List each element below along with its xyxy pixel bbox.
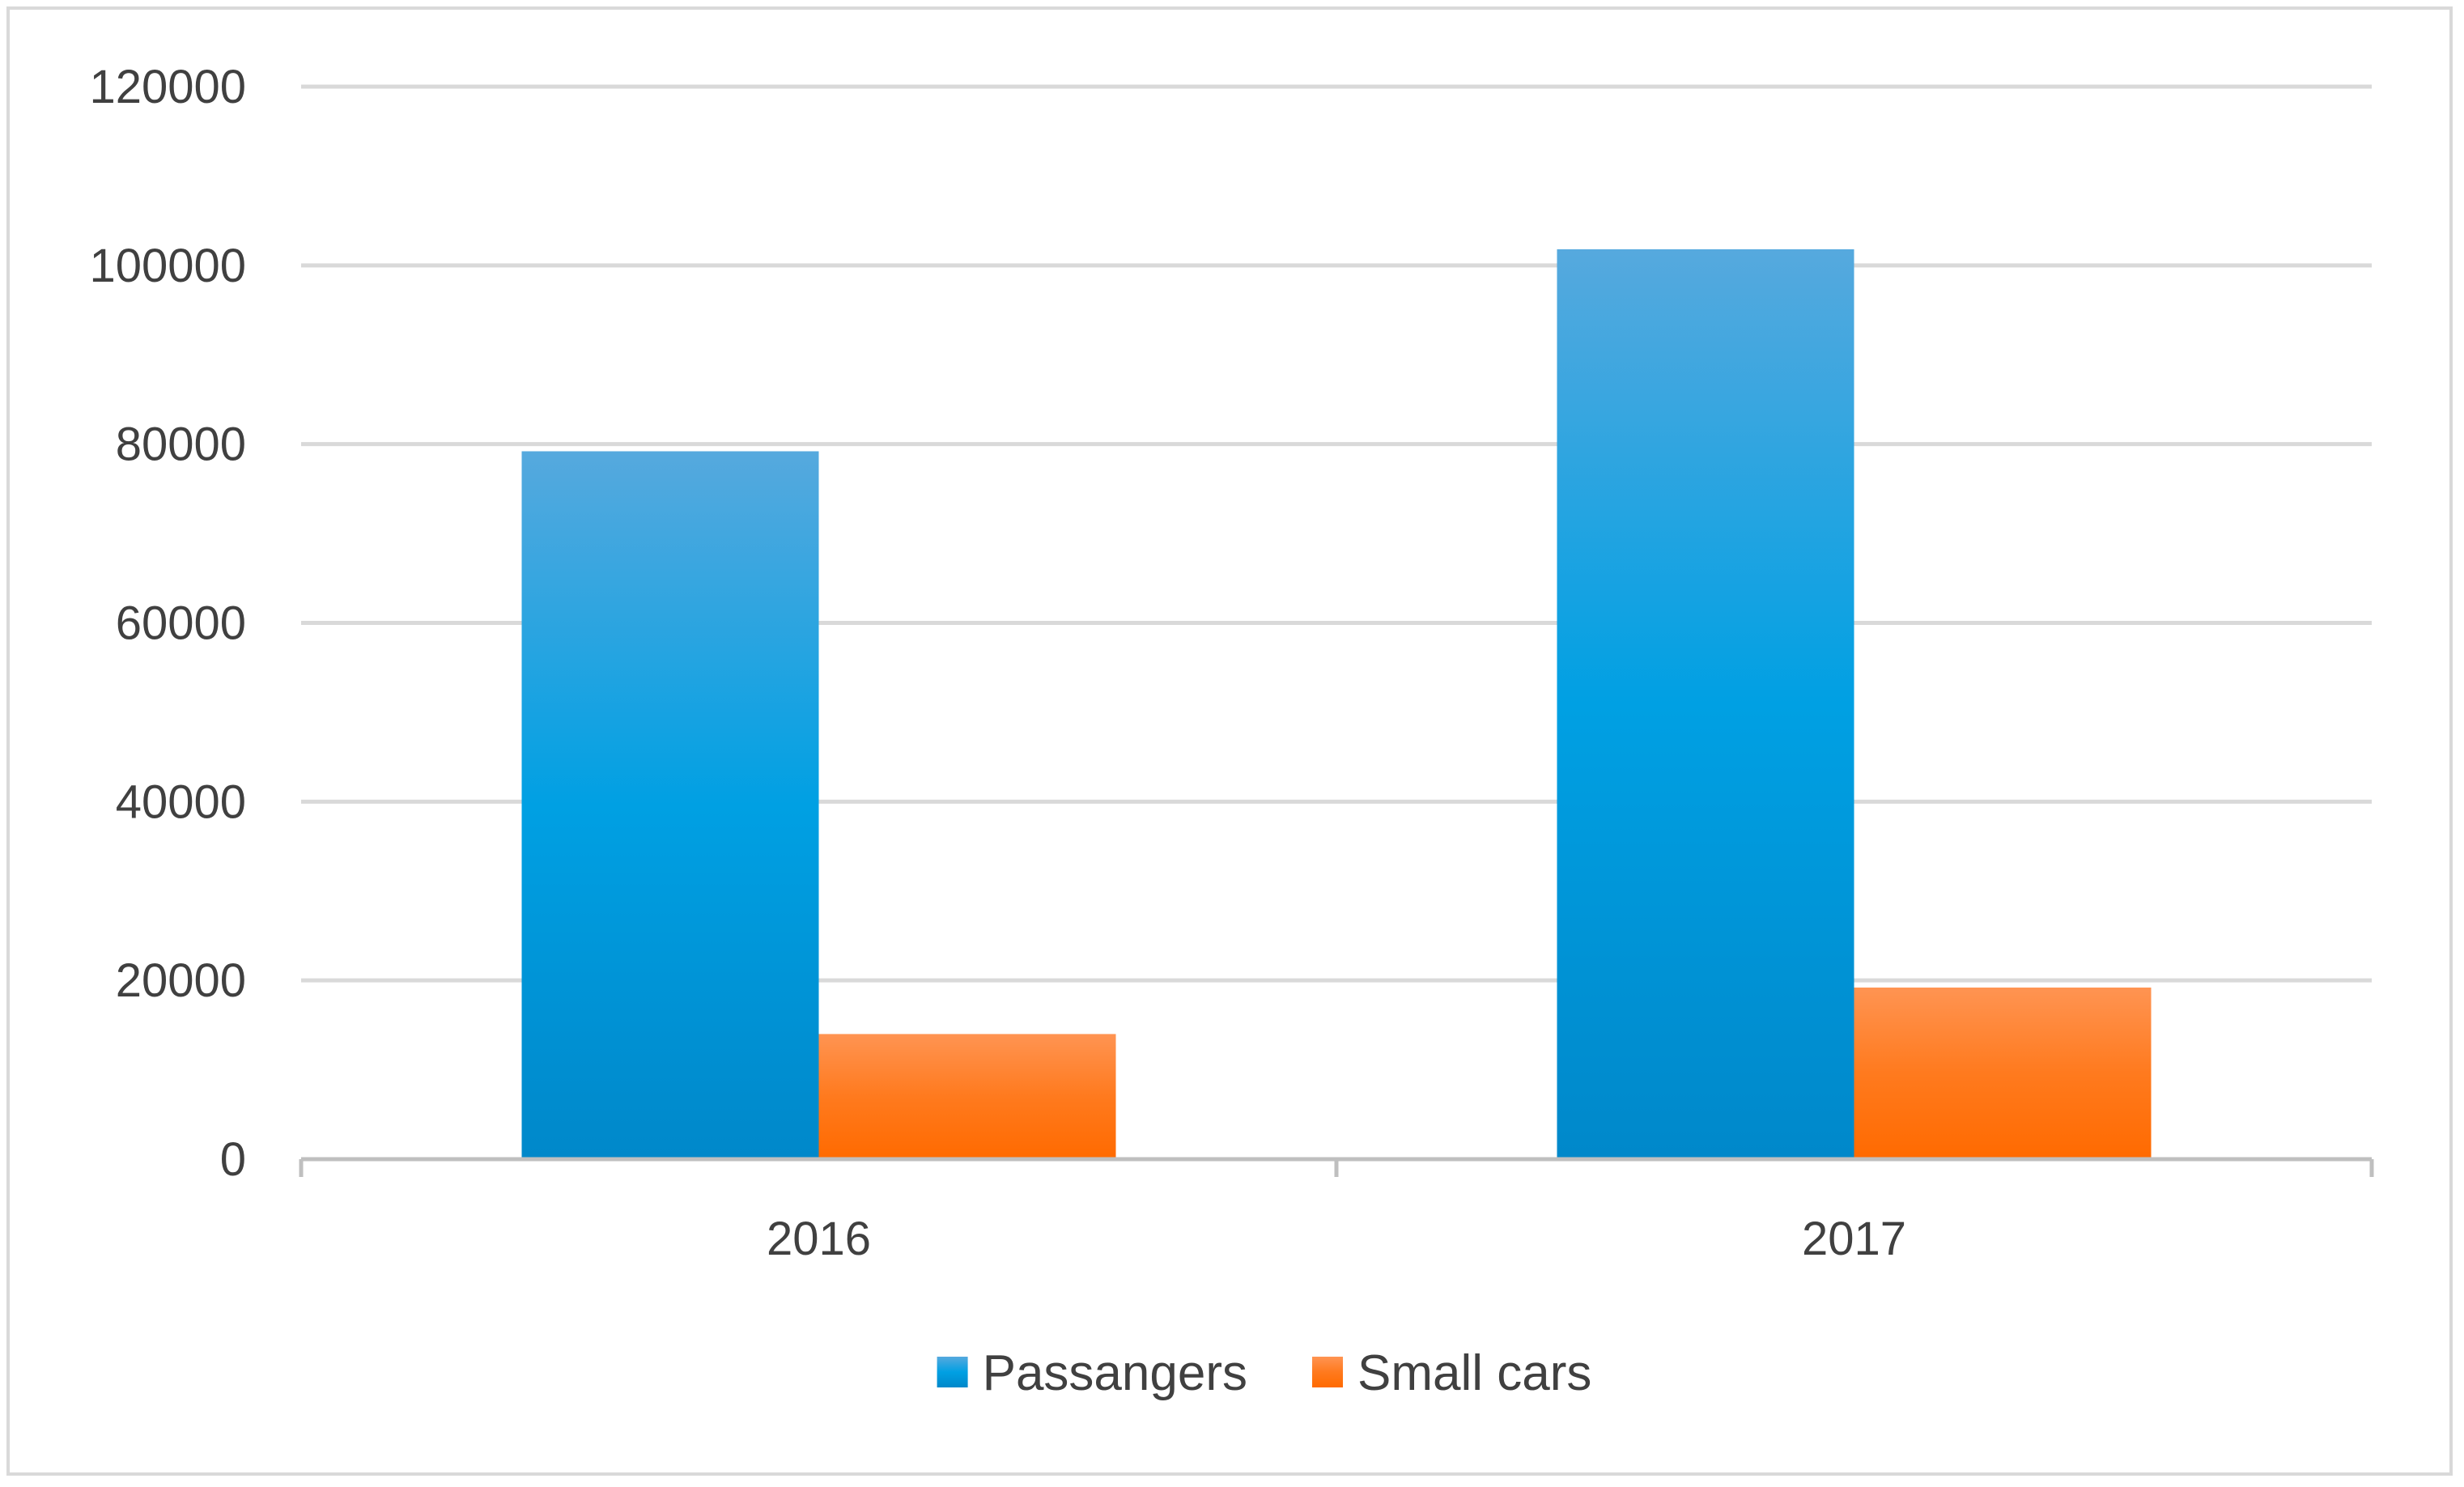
y-tick-label: 80000 [116,418,246,471]
bar-passangers-2016 [521,451,819,1159]
y-tick-label: 0 [220,1133,246,1186]
y-tick-label: 20000 [116,954,246,1007]
bars [521,249,2152,1159]
bar-passangers-2017 [1557,249,1854,1159]
legend-label: Passangers [983,1345,1247,1401]
bar-small-cars-2017 [1854,988,2152,1159]
chart-frame [6,6,2453,1476]
y-tick-label: 60000 [116,597,246,650]
bar-small-cars-2016 [818,1034,1116,1159]
y-tick-label: 100000 [89,240,246,292]
y-tick-label: 40000 [116,775,246,828]
x-axis [299,1157,2374,1177]
legend-swatch [937,1357,968,1387]
legend-label: Small cars [1357,1345,1591,1401]
y-axis-tick-labels: 0 20000 40000 60000 80000 100000 120000 [89,61,246,1186]
x-axis-tick-labels: 2016 2017 [767,1213,1906,1265]
x-tick-label: 2017 [1802,1213,1906,1265]
legend-item-small-cars: Small cars [1312,1345,1591,1401]
legend: Passangers Small cars [937,1345,1591,1401]
y-tick-label: 120000 [89,61,246,113]
x-tick-label: 2016 [767,1213,871,1265]
legend-swatch [1312,1357,1344,1387]
legend-item-passangers: Passangers [937,1345,1247,1401]
